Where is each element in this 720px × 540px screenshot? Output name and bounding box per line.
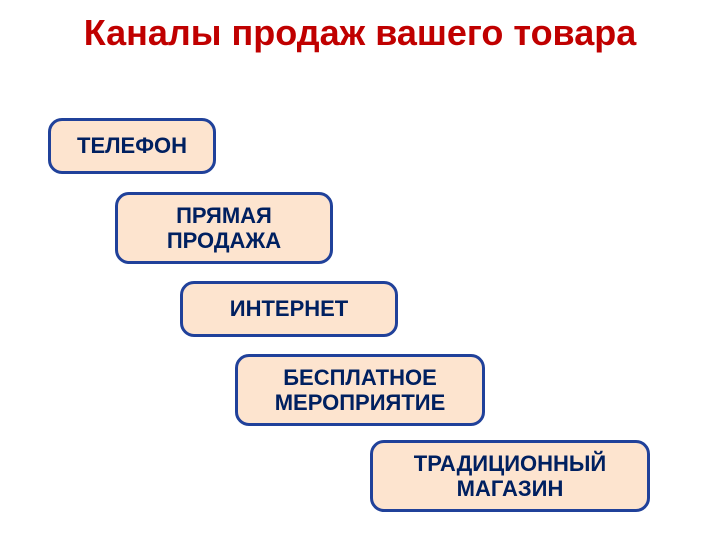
channel-box-internet: ИНТЕРНЕТ bbox=[180, 281, 398, 337]
channel-label: БЕСПЛАТНОЕ МЕРОПРИЯТИЕ bbox=[275, 365, 446, 416]
channel-label: ТРАДИЦИОННЫЙ МАГАЗИН bbox=[414, 451, 607, 502]
channel-box-magazin: ТРАДИЦИОННЫЙ МАГАЗИН bbox=[370, 440, 650, 512]
channel-label: ТЕЛЕФОН bbox=[77, 133, 187, 158]
channel-box-besplatnoe: БЕСПЛАТНОЕ МЕРОПРИЯТИЕ bbox=[235, 354, 485, 426]
channel-box-pryamaya: ПРЯМАЯ ПРОДАЖА bbox=[115, 192, 333, 264]
channel-box-telefon: ТЕЛЕФОН bbox=[48, 118, 216, 174]
channel-label: ИНТЕРНЕТ bbox=[230, 296, 349, 321]
channel-label: ПРЯМАЯ ПРОДАЖА bbox=[167, 203, 281, 254]
slide-title: Каналы продаж вашего товара bbox=[0, 0, 720, 53]
